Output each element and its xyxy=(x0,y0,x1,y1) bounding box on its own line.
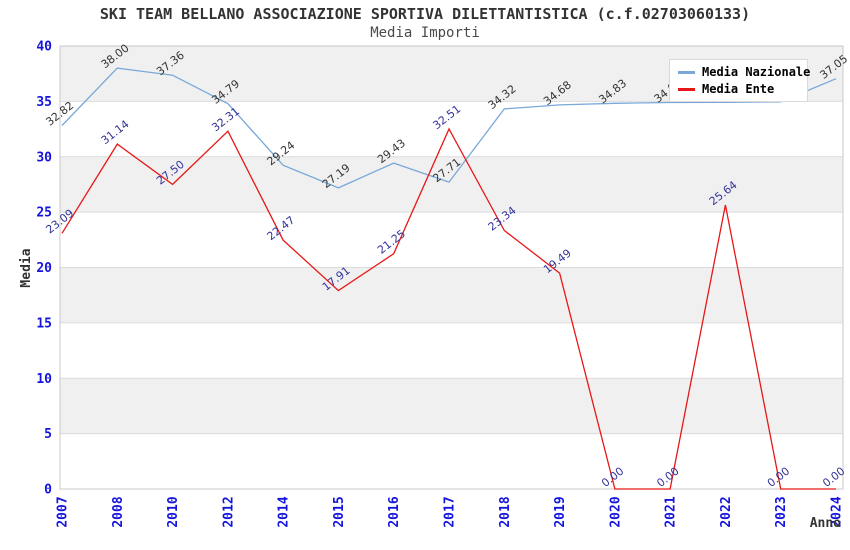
x-tick-label: 2021 xyxy=(664,496,679,527)
legend-label-nazionale: Media Nazionale xyxy=(702,65,811,79)
data-label: 21.25 xyxy=(375,227,408,257)
series-line-media-ente xyxy=(61,127,836,490)
grid-band xyxy=(60,378,843,434)
y-tick-label: 20 xyxy=(36,261,52,276)
y-tick-label: 15 xyxy=(36,316,52,331)
chart-subtitle: Media Importi xyxy=(370,25,480,41)
grid-band xyxy=(60,156,843,213)
x-tick-label: 2024 xyxy=(830,496,845,527)
x-tick-label: 2023 xyxy=(774,496,789,527)
x-tick-label: 2010 xyxy=(166,496,181,527)
legend: Media Nazionale Media Ente xyxy=(669,59,811,102)
legend-item-media-ente: Media Ente xyxy=(670,82,807,96)
x-tick-label: 2008 xyxy=(111,496,126,527)
y-tick-label: 10 xyxy=(36,372,52,387)
legend-label-ente: Media Ente xyxy=(702,82,775,96)
plot-border xyxy=(59,45,844,490)
y-tick-label: 5 xyxy=(44,427,52,442)
data-label: 32.31 xyxy=(209,105,242,135)
x-tick-label: 2022 xyxy=(719,496,734,527)
x-tick-label: 2020 xyxy=(608,496,623,527)
y-tick-label: 25 xyxy=(36,206,52,221)
chart-title: SKI TEAM BELLANO ASSOCIAZIONE SPORTIVA D… xyxy=(99,5,751,23)
x-tick-label: 2015 xyxy=(332,496,347,527)
x-axis-title: Anno xyxy=(810,516,841,531)
data-label: 0.00 xyxy=(654,465,681,490)
legend-line-sample-nazionale xyxy=(678,70,695,74)
series-line-media-nazionale xyxy=(61,67,837,189)
y-tick-label: 35 xyxy=(36,95,52,110)
data-label: 0.00 xyxy=(765,465,792,490)
data-label: 0.00 xyxy=(599,465,626,490)
y-axis-title: Media xyxy=(19,248,34,287)
data-label: 31.14 xyxy=(99,118,132,148)
x-tick-label: 2007 xyxy=(56,496,71,527)
legend-line-sample-ente xyxy=(678,87,695,91)
x-tick-label: 2014 xyxy=(277,496,292,527)
x-tick-label: 2019 xyxy=(553,496,568,527)
data-label: 32.51 xyxy=(430,102,463,132)
x-tick-label: 2012 xyxy=(221,496,236,527)
grid-band xyxy=(60,267,843,323)
x-tick-label: 2016 xyxy=(387,496,402,527)
x-tick-label: 2018 xyxy=(498,496,513,527)
y-tick-label: 0 xyxy=(44,483,52,498)
legend-item-media-nazionale: Media Nazionale xyxy=(670,65,811,79)
x-tick-label: 2017 xyxy=(443,496,458,527)
y-tick-label: 30 xyxy=(36,150,52,165)
data-label: 22.47 xyxy=(265,214,298,244)
y-tick-label: 40 xyxy=(36,40,52,55)
